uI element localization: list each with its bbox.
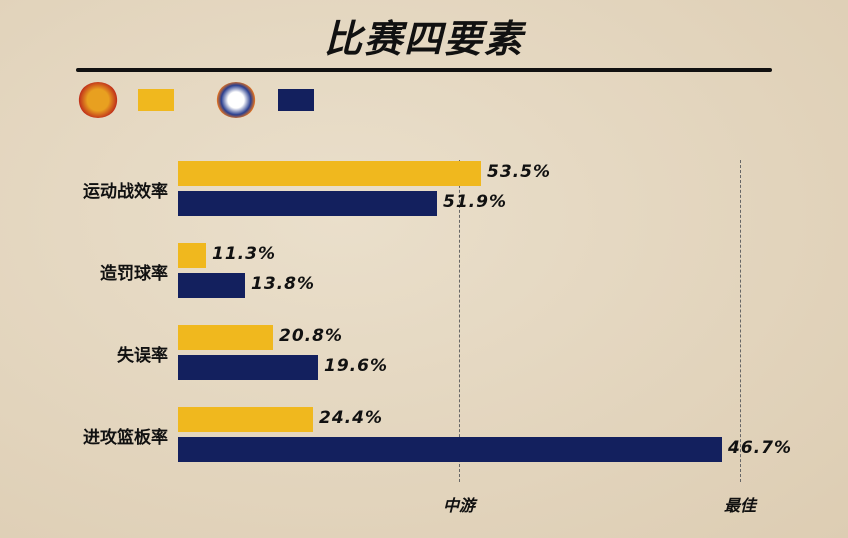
category-label: 运动战效率 <box>83 182 168 202</box>
data-label: 51.9% <box>443 192 507 212</box>
data-label: 53.5% <box>487 162 551 182</box>
category-label: 失误率 <box>117 346 168 366</box>
reference-line-best <box>740 160 741 482</box>
shanghai-sharks-logo <box>216 82 256 118</box>
reference-label-mid: 中游 <box>442 496 476 515</box>
data-label: 46.7% <box>728 438 792 458</box>
bar-series1 <box>178 325 273 350</box>
legend-swatch-yellow <box>138 89 174 111</box>
chart-title: 比赛四要素 <box>323 17 524 61</box>
bar-series2 <box>178 355 318 380</box>
bar-series1 <box>178 407 313 432</box>
data-label: 24.4% <box>319 408 383 428</box>
data-label: 13.8% <box>251 274 315 294</box>
bar-series2 <box>178 273 245 298</box>
bar-series2 <box>178 437 722 462</box>
legend-swatch-navy <box>278 89 314 111</box>
reference-label-best: 最佳 <box>723 496 757 515</box>
title-divider <box>76 68 772 72</box>
bar-series1 <box>178 243 206 268</box>
category-label: 进攻篮板率 <box>83 428 168 448</box>
reference-line-mid <box>459 160 460 482</box>
bar-series1 <box>178 161 481 186</box>
guangdong-tigers-logo <box>78 82 118 118</box>
category-label: 造罚球率 <box>100 264 168 284</box>
bar-series2 <box>178 191 437 216</box>
data-label: 19.6% <box>324 356 388 376</box>
data-label: 11.3% <box>212 244 276 264</box>
data-label: 20.8% <box>279 326 343 346</box>
